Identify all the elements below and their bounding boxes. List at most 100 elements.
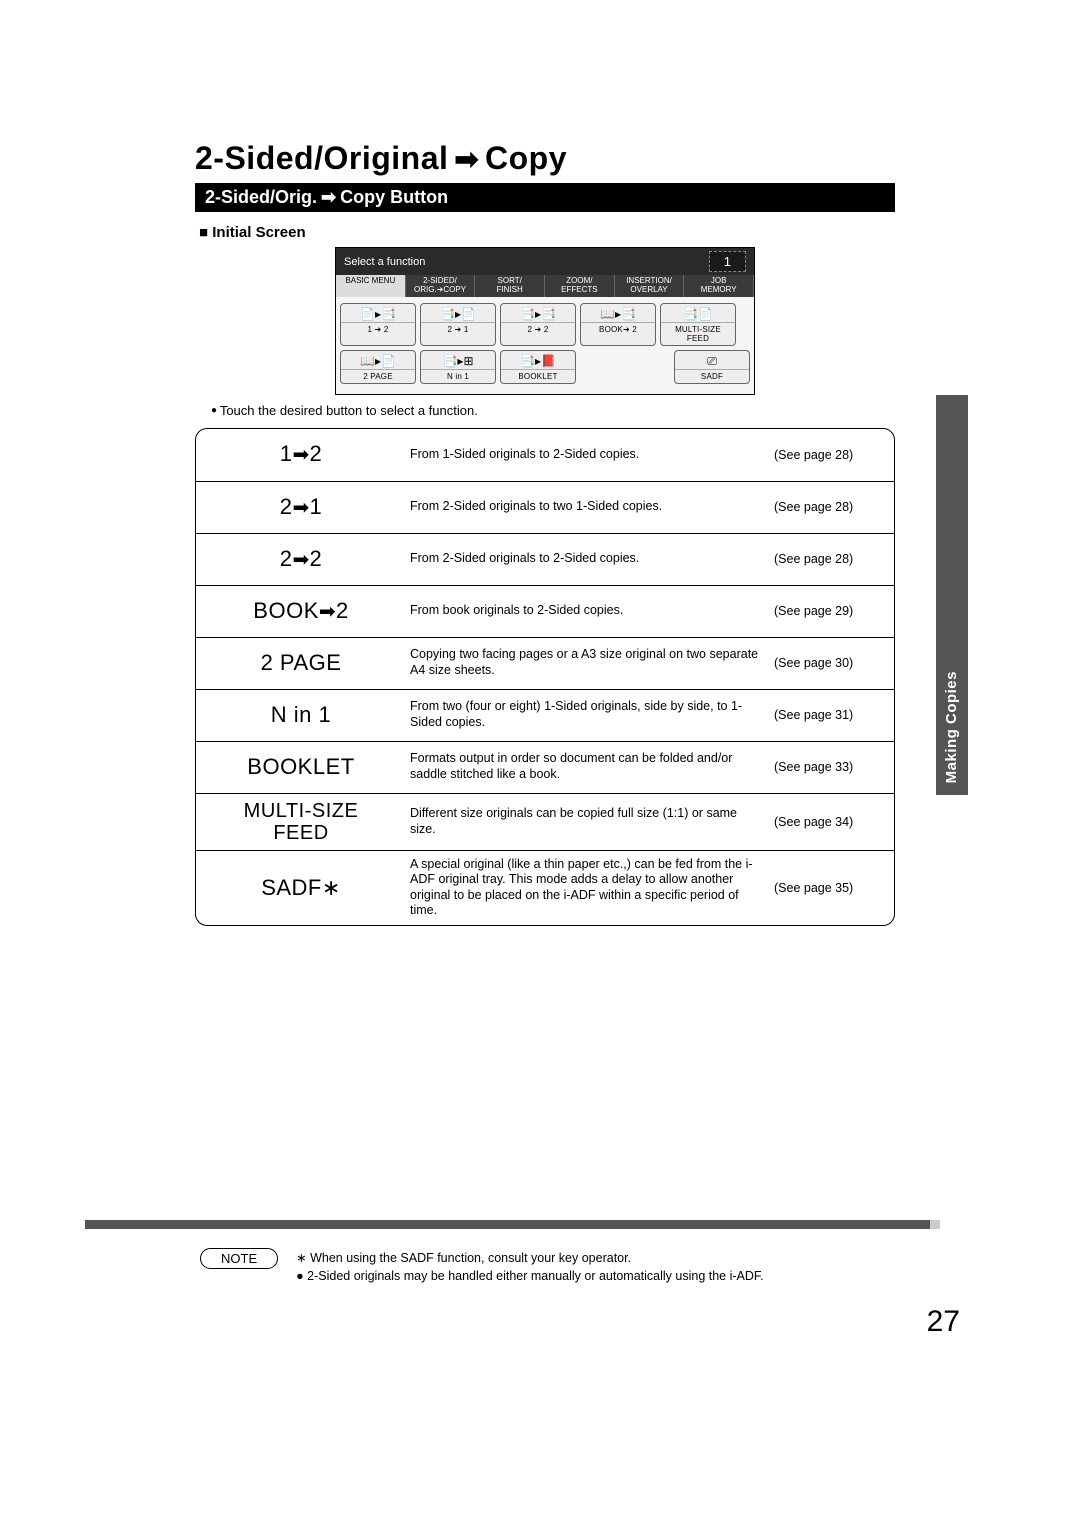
function-name: BOOKLET: [196, 749, 406, 785]
lcd-body: 📄▸📑1 ➜ 2📑▸📄2 ➜ 1📑▸📑2 ➜ 2📖▸📑BOOK➜ 2📑📄MULT…: [336, 297, 754, 394]
side-tab-label: Making Copies: [943, 671, 960, 783]
lcd-button-label: N in 1: [421, 369, 495, 381]
lcd-button-label: 2 ➜ 2: [501, 322, 575, 334]
arrow-icon: ➡: [292, 498, 309, 520]
lcd-button[interactable]: 📑📄MULTI-SIZE FEED: [660, 303, 736, 346]
instruction-text: Touch the desired button to select a fun…: [211, 403, 895, 418]
arrow-icon: ➡: [454, 142, 479, 177]
copier-lcd-screenshot: Select a function 1 BASIC MENU 2-SIDED/ …: [335, 247, 755, 395]
function-description: From two (four or eight) 1-Sided origina…: [406, 693, 774, 736]
lcd-tab[interactable]: INSERTION/ OVERLAY: [615, 275, 685, 297]
lcd-button[interactable]: 📖▸📄2 PAGE: [340, 350, 416, 384]
page-reference: (See page 28): [774, 500, 894, 514]
subtitle-left: 2-Sided/Orig.: [205, 187, 317, 208]
note-label: NOTE: [200, 1248, 278, 1269]
lcd-tab-row: BASIC MENU 2-SIDED/ ORIG.➜COPY SORT/ FIN…: [336, 275, 754, 297]
lcd-button-icon: 📑▸📕: [501, 353, 575, 369]
title-left: 2-Sided/Original: [195, 140, 448, 177]
arrow-icon: ➡: [319, 602, 336, 624]
table-row: 2 ➡ 1From 2-Sided originals to two 1-Sid…: [196, 481, 894, 533]
page-reference: (See page 31): [774, 708, 894, 722]
lcd-button-label: 2 PAGE: [341, 369, 415, 381]
table-row: 2 PAGECopying two facing pages or a A3 s…: [196, 637, 894, 689]
lcd-button-icon: 📑📄: [661, 306, 735, 322]
lcd-button-label: BOOK➜ 2: [581, 322, 655, 334]
function-description: Formats output in order so document can …: [406, 745, 774, 788]
function-name: N in 1: [196, 697, 406, 733]
lcd-button-icon: 📖▸📑: [581, 306, 655, 322]
lcd-row: 📖▸📄2 PAGE📑▸⊞N in 1📑▸📕BOOKLET⎚SADF: [340, 350, 750, 384]
lcd-button-icon: 📖▸📄: [341, 353, 415, 369]
function-description: From book originals to 2-Sided copies.: [406, 597, 774, 625]
lcd-tab[interactable]: JOB MEMORY: [684, 275, 754, 297]
lcd-counter: 1: [709, 251, 746, 272]
table-row: BOOKLETFormats output in order so docume…: [196, 741, 894, 793]
function-description: Copying two facing pages or a A3 size or…: [406, 641, 774, 684]
function-name: 2 ➡ 1: [196, 489, 406, 526]
section-header: 2-Sided/Orig. ➡ Copy Button: [195, 183, 895, 212]
lcd-button-icon: 📑▸📑: [501, 306, 575, 322]
function-name: SADF∗: [196, 870, 406, 906]
note-line: ∗ When using the SADF function, consult …: [296, 1250, 846, 1268]
lcd-button[interactable]: 📑▸⊞N in 1: [420, 350, 496, 384]
lcd-button[interactable]: ⎚SADF: [674, 350, 750, 384]
page-reference: (See page 33): [774, 760, 894, 774]
lcd-button-icon: 📑▸📄: [421, 306, 495, 322]
lcd-button[interactable]: 📖▸📑BOOK➜ 2: [580, 303, 656, 346]
lcd-tab[interactable]: BASIC MENU: [336, 275, 406, 297]
function-name: MULTI-SIZE FEED: [196, 794, 406, 850]
lcd-button-label: 1 ➜ 2: [341, 322, 415, 334]
arrow-icon: ➡: [321, 187, 336, 208]
note-block: NOTE ∗ When using the SADF function, con…: [200, 1250, 846, 1285]
table-row: MULTI-SIZE FEEDDifferent size originals …: [196, 793, 894, 850]
lcd-button-icon: ⎚: [675, 353, 749, 369]
page-reference: (See page 30): [774, 656, 894, 670]
divider-bar: [85, 1220, 930, 1229]
table-row: SADF∗A special original (like a thin pap…: [196, 850, 894, 926]
function-name: 1 ➡ 2: [196, 436, 406, 473]
note-line: ● 2-Sided originals may be handled eithe…: [296, 1268, 846, 1286]
lcd-button-label: SADF: [675, 369, 749, 381]
function-description: From 1-Sided originals to 2-Sided copies…: [406, 441, 774, 469]
lcd-tab[interactable]: 2-SIDED/ ORIG.➜COPY: [406, 275, 476, 297]
note-text: ∗ When using the SADF function, consult …: [296, 1250, 846, 1285]
function-description: From 2-Sided originals to 2-Sided copies…: [406, 545, 774, 573]
lcd-prompt: Select a function: [344, 256, 425, 268]
table-row: N in 1From two (four or eight) 1-Sided o…: [196, 689, 894, 741]
table-row: 1 ➡ 2From 1-Sided originals to 2-Sided c…: [196, 429, 894, 481]
page-reference: (See page 35): [774, 881, 894, 895]
lcd-button[interactable]: 📑▸📑2 ➜ 2: [500, 303, 576, 346]
lcd-button[interactable]: 📑▸📕BOOKLET: [500, 350, 576, 384]
subtitle-right: Copy Button: [340, 187, 448, 208]
lcd-button-icon: 📄▸📑: [341, 306, 415, 322]
initial-screen-heading: Initial Screen: [199, 224, 895, 241]
table-row: BOOK ➡ 2From book originals to 2-Sided c…: [196, 585, 894, 637]
lcd-button-label: 2 ➜ 1: [421, 322, 495, 334]
table-row: 2 ➡ 2From 2-Sided originals to 2-Sided c…: [196, 533, 894, 585]
side-tab: Making Copies: [936, 395, 968, 795]
page-title: 2-Sided/Original ➡ Copy: [195, 140, 895, 177]
function-name: 2 ➡ 2: [196, 541, 406, 578]
title-right: Copy: [485, 140, 567, 177]
lcd-tab[interactable]: ZOOM/ EFFECTS: [545, 275, 615, 297]
function-description: From 2-Sided originals to two 1-Sided co…: [406, 493, 774, 521]
lcd-button[interactable]: 📑▸📄2 ➜ 1: [420, 303, 496, 346]
function-description: A special original (like a thin paper et…: [406, 851, 774, 926]
lcd-tab[interactable]: SORT/ FINISH: [475, 275, 545, 297]
page-reference: (See page 29): [774, 604, 894, 618]
lcd-header: Select a function 1: [336, 248, 754, 275]
page-content: 2-Sided/Original ➡ Copy 2-Sided/Orig. ➡ …: [195, 140, 895, 926]
function-name: BOOK ➡ 2: [196, 593, 406, 630]
page-reference: (See page 28): [774, 448, 894, 462]
lcd-button-label: MULTI-SIZE FEED: [661, 322, 735, 343]
lcd-button[interactable]: 📄▸📑1 ➜ 2: [340, 303, 416, 346]
arrow-icon: ➡: [292, 445, 309, 467]
page-number: 27: [927, 1305, 960, 1339]
lcd-button-icon: 📑▸⊞: [421, 353, 495, 369]
function-description: Different size originals can be copied f…: [406, 800, 774, 843]
function-table: 1 ➡ 2From 1-Sided originals to 2-Sided c…: [195, 428, 895, 927]
page-reference: (See page 34): [774, 815, 894, 829]
function-name: 2 PAGE: [196, 645, 406, 681]
arrow-icon: ➡: [292, 550, 309, 572]
page-reference: (See page 28): [774, 552, 894, 566]
